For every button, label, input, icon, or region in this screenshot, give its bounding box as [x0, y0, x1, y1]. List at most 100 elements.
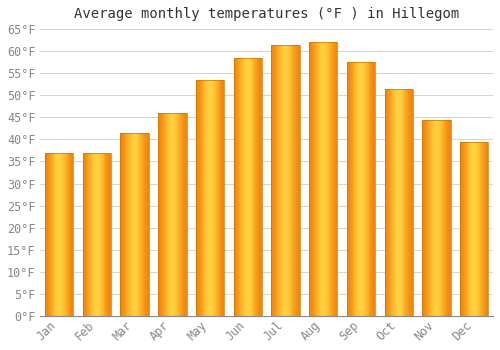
- Bar: [410, 89, 411, 316]
- Bar: [131, 133, 132, 316]
- Bar: [52, 153, 54, 316]
- Bar: [109, 153, 110, 316]
- Bar: [391, 89, 392, 316]
- Bar: [404, 89, 406, 316]
- Bar: [393, 89, 394, 316]
- Bar: [199, 80, 200, 316]
- Bar: [163, 113, 164, 316]
- Bar: [407, 89, 408, 316]
- Bar: [174, 113, 175, 316]
- Bar: [72, 153, 74, 316]
- Bar: [400, 89, 402, 316]
- Bar: [222, 80, 224, 316]
- Bar: [447, 120, 448, 316]
- Bar: [138, 133, 140, 316]
- Bar: [374, 62, 375, 316]
- Bar: [120, 133, 149, 316]
- Bar: [272, 44, 274, 316]
- Bar: [440, 120, 441, 316]
- Bar: [329, 42, 330, 316]
- Bar: [427, 120, 428, 316]
- Bar: [430, 120, 431, 316]
- Bar: [93, 153, 94, 316]
- Bar: [66, 153, 68, 316]
- Bar: [334, 42, 336, 316]
- Bar: [481, 142, 482, 316]
- Bar: [277, 44, 278, 316]
- Bar: [444, 120, 445, 316]
- Bar: [208, 80, 209, 316]
- Bar: [384, 89, 386, 316]
- Bar: [90, 153, 91, 316]
- Bar: [310, 42, 311, 316]
- Bar: [486, 142, 488, 316]
- Bar: [394, 89, 395, 316]
- Bar: [132, 133, 134, 316]
- Bar: [320, 42, 322, 316]
- Bar: [292, 44, 293, 316]
- Bar: [254, 58, 256, 316]
- Bar: [432, 120, 434, 316]
- Bar: [330, 42, 331, 316]
- Bar: [448, 120, 450, 316]
- Bar: [464, 142, 465, 316]
- Bar: [158, 113, 159, 316]
- Bar: [482, 142, 484, 316]
- Bar: [97, 153, 98, 316]
- Bar: [146, 133, 147, 316]
- Bar: [128, 133, 129, 316]
- Bar: [316, 42, 318, 316]
- Bar: [261, 58, 262, 316]
- Bar: [106, 153, 108, 316]
- Bar: [206, 80, 208, 316]
- Bar: [45, 153, 74, 316]
- Bar: [198, 80, 199, 316]
- Bar: [428, 120, 429, 316]
- Bar: [159, 113, 160, 316]
- Bar: [309, 42, 338, 316]
- Bar: [182, 113, 184, 316]
- Bar: [422, 120, 450, 316]
- Bar: [260, 58, 261, 316]
- Bar: [196, 80, 197, 316]
- Bar: [324, 42, 325, 316]
- Bar: [214, 80, 215, 316]
- Bar: [108, 153, 109, 316]
- Bar: [234, 58, 262, 316]
- Bar: [165, 113, 166, 316]
- Bar: [134, 133, 136, 316]
- Bar: [296, 44, 297, 316]
- Bar: [412, 89, 413, 316]
- Bar: [129, 133, 130, 316]
- Bar: [240, 58, 241, 316]
- Bar: [290, 44, 291, 316]
- Bar: [297, 44, 298, 316]
- Bar: [279, 44, 280, 316]
- Bar: [220, 80, 222, 316]
- Bar: [256, 58, 257, 316]
- Bar: [84, 153, 86, 316]
- Bar: [326, 42, 327, 316]
- Bar: [392, 89, 393, 316]
- Bar: [95, 153, 96, 316]
- Bar: [102, 153, 104, 316]
- Bar: [365, 62, 366, 316]
- Bar: [476, 142, 477, 316]
- Bar: [352, 62, 354, 316]
- Bar: [460, 142, 461, 316]
- Bar: [122, 133, 124, 316]
- Bar: [347, 62, 375, 316]
- Bar: [466, 142, 468, 316]
- Bar: [408, 89, 409, 316]
- Bar: [202, 80, 203, 316]
- Bar: [470, 142, 472, 316]
- Bar: [309, 42, 310, 316]
- Bar: [142, 133, 143, 316]
- Bar: [272, 44, 299, 316]
- Bar: [175, 113, 176, 316]
- Bar: [164, 113, 165, 316]
- Bar: [465, 142, 466, 316]
- Bar: [48, 153, 49, 316]
- Bar: [96, 153, 97, 316]
- Bar: [313, 42, 314, 316]
